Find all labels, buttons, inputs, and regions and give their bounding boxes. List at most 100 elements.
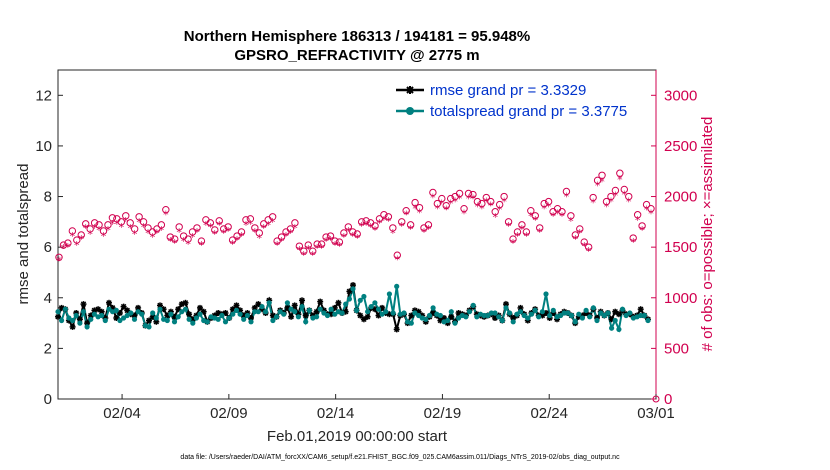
totalspread-point (499, 317, 505, 324)
obs-assimilated-point: * (524, 230, 530, 243)
totalspread-point (241, 316, 247, 322)
y-right-tick-label: 0 (664, 391, 672, 408)
obs-possible-point (473, 197, 482, 206)
obs-assimilated-point: * (630, 236, 636, 249)
obs-assimilated-point: * (332, 239, 338, 252)
obs-possible-point (108, 214, 117, 222)
obs-possible-point (536, 224, 544, 232)
obs-assimilated-point: * (123, 215, 129, 228)
obs-possible-point (576, 225, 584, 233)
obs-possible-point (375, 215, 384, 223)
obs-assimilated-point: * (395, 253, 401, 266)
obs-assimilated-point: * (248, 218, 254, 231)
totalspread-point (226, 315, 232, 321)
obs-assimilated-point: * (105, 224, 111, 237)
y-tick-label: 10 (35, 138, 52, 155)
rmse-point (146, 317, 152, 324)
obs-possible-point (362, 217, 370, 225)
obs-assimilated-point: * (194, 226, 200, 239)
totalspread-point (66, 315, 72, 321)
totalspread-point (619, 306, 626, 312)
obs-possible-point (242, 216, 250, 224)
obs-possible-point (340, 229, 348, 237)
totalspread-point (466, 309, 473, 315)
totalspread-point (445, 317, 451, 324)
totalspread-point (426, 312, 433, 319)
rmse-point (186, 311, 193, 318)
totalspread-point (150, 310, 156, 316)
obs-assimilated-point: * (132, 228, 138, 241)
obs-possible-point (304, 241, 312, 249)
obs-possible-point (652, 395, 660, 403)
totalspread-point (547, 312, 553, 319)
obs-possible-point (273, 237, 281, 245)
obs-possible-point (513, 228, 522, 236)
obs-possible-point (335, 238, 344, 246)
totalspread-point (317, 306, 323, 312)
totalspread-point (572, 319, 578, 325)
obs-assimilated-point: * (279, 235, 285, 248)
totalspread-point (430, 305, 436, 311)
totalspread-point (583, 307, 589, 313)
x-tick-label: 03/01 (637, 405, 675, 422)
obs-possible-point (398, 218, 406, 226)
rmse-point (302, 312, 309, 319)
totalspread-point (627, 310, 633, 316)
obs-assimilated-point: * (350, 230, 356, 243)
obs-assimilated-point: * (613, 190, 619, 203)
obs-possible-point (389, 224, 397, 232)
obs-possible-point (291, 219, 299, 227)
obs-assimilated-point: * (110, 218, 116, 231)
obs-possible-point (642, 200, 651, 209)
obs-assimilated-point: * (319, 242, 325, 255)
obs-assimilated-point: * (346, 225, 352, 238)
obs-assimilated-point: * (452, 196, 458, 209)
totalspread-point (386, 291, 392, 297)
obs-assimilated-point: * (421, 226, 427, 239)
obs-assimilated-point: * (541, 203, 547, 216)
y-right-tick-label: 1500 (664, 239, 697, 256)
totalspread-point (273, 314, 280, 320)
totalspread-point (179, 309, 185, 315)
obs-assimilated-point: * (83, 222, 89, 235)
totalspread-point (517, 309, 524, 315)
totalspread-point (84, 324, 90, 330)
obs-possible-point (255, 229, 264, 237)
totalspread-point (237, 311, 243, 317)
obs-possible-point (104, 221, 112, 229)
obs-assimilated-point: * (341, 231, 347, 244)
obs-assimilated-point: * (274, 239, 280, 252)
obs-assimilated-point: * (368, 221, 374, 234)
obs-possible-point (633, 211, 642, 219)
obs-assimilated-point: * (208, 221, 214, 234)
obs-possible-point (620, 185, 628, 194)
obs-assimilated-point: * (573, 233, 579, 246)
right-axis: 0 500 1000 1500 2000 2500 3000 (651, 70, 697, 408)
obs-assimilated-point: * (568, 215, 574, 228)
obs-assimilated-point: * (230, 238, 236, 251)
rmse-point (157, 302, 163, 309)
obs-assimilated-point: * (443, 204, 449, 217)
rmse-point (517, 304, 524, 311)
footnote: data file: /Users/raeder/DAI/ATM_forcXX/… (180, 454, 620, 461)
obs-assimilated-point: * (510, 237, 516, 250)
obs-possible-point (424, 221, 433, 229)
rmse-point (233, 302, 240, 309)
obs-assimilated-point: * (176, 226, 182, 239)
totalspread-point (295, 314, 301, 320)
totalspread-point (99, 312, 105, 319)
obs-assimilated-point: * (114, 218, 120, 231)
obs-possible-point (455, 189, 464, 198)
obs-possible-point (540, 199, 548, 208)
obs-possible-point (313, 240, 321, 248)
obs-possible-point (460, 204, 468, 213)
rmse-point (69, 323, 76, 330)
totalspread-point (496, 314, 502, 320)
legend: rmse grand pr = 3.3329 totalspread grand… (396, 82, 627, 120)
obs-assimilated-point: * (403, 209, 409, 222)
obs-assimilated-point: * (363, 219, 369, 232)
rmse-point (222, 310, 229, 316)
x-axis: 02/04 02/09 02/14 02/19 02/24 03/01 (103, 394, 675, 422)
obs-possible-point (90, 219, 99, 227)
rmse-point (106, 299, 112, 306)
